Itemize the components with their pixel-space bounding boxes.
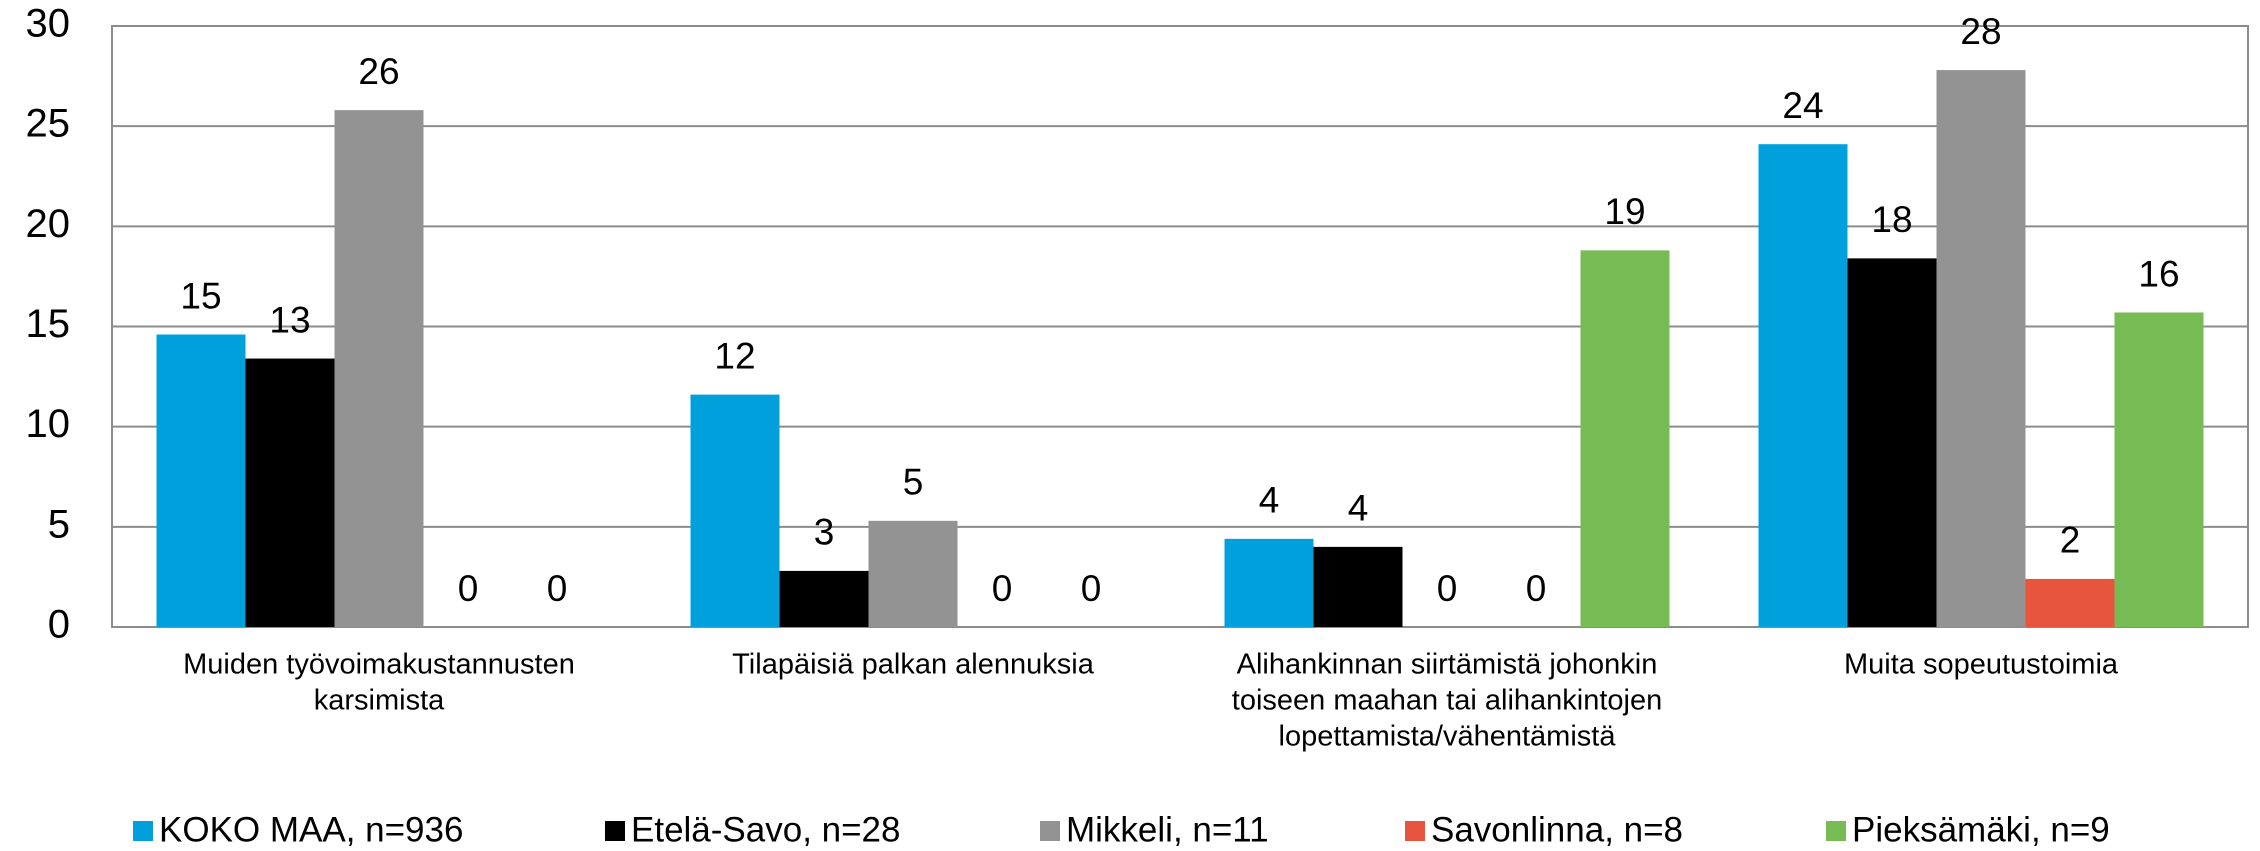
x-tick-label: Tilapäisiä palkan alennuksia [732,649,1095,681]
legend-swatch [133,821,153,841]
data-label: 28 [1960,11,2001,52]
data-label: 0 [1526,568,1547,609]
data-label: 16 [2138,253,2179,294]
y-tick-label: 5 [48,502,70,546]
y-tick-label: 30 [26,2,71,46]
data-label: 12 [714,335,755,376]
data-label: 0 [1437,568,1458,609]
data-label: 13 [269,299,310,340]
bar [690,394,780,627]
legend-swatch [1040,821,1060,841]
bar [2025,578,2115,627]
x-tick-label: karsimista [314,685,445,717]
x-tick-label: Muiden työvoimakustannusten [183,649,575,681]
data-label: 5 [903,462,924,503]
legend-label: Etelä-Savo, n=28 [631,810,901,849]
y-tick-label: 10 [26,402,71,446]
bar [1758,144,1848,628]
data-label: 18 [1871,199,1912,240]
data-label: 24 [1782,85,1823,126]
plot-border [111,25,2249,628]
bar [1224,538,1314,627]
y-tick-label: 20 [26,202,71,246]
y-tick-label: 0 [48,603,70,647]
data-label: 0 [1081,568,1102,609]
data-label: 0 [458,568,479,609]
data-label: 4 [1348,488,1369,529]
legend-label: KOKO MAA, n=936 [159,810,463,849]
data-label: 2 [2060,520,2081,561]
bar [2114,312,2204,627]
data-label: 15 [180,275,221,316]
bar [1313,546,1403,627]
data-label: 3 [814,512,835,553]
legend-label: Mikkeli, n=11 [1066,810,1269,849]
bar [334,110,424,627]
bar [1936,70,2026,627]
x-tick-label: Alihankinnan siirtämistä johonkin [1237,649,1658,681]
data-label: 0 [547,568,568,609]
x-tick-label: Muita sopeutustoimia [1844,649,2119,681]
bar [156,334,246,627]
bar [779,570,869,627]
legend-swatch [1826,821,1846,841]
bar [245,358,335,627]
data-label: 26 [358,51,399,92]
y-tick-label: 15 [26,302,71,346]
legend-swatch [605,821,625,841]
legend-swatch [1405,821,1425,841]
data-label: 4 [1259,480,1280,521]
x-tick-label: lopettamista/vähentämistä [1279,721,1617,753]
bar [1580,250,1670,627]
legend-label: Pieksämäki, n=9 [1852,810,2110,849]
data-label: 19 [1604,191,1645,232]
x-tick-label: toiseen maahan tai alihankintojen [1232,685,1662,717]
legend-label: Savonlinna, n=8 [1431,810,1683,849]
bar [1847,258,1937,627]
data-label: 0 [992,568,1013,609]
bar [868,520,958,627]
y-tick-label: 25 [26,102,71,146]
